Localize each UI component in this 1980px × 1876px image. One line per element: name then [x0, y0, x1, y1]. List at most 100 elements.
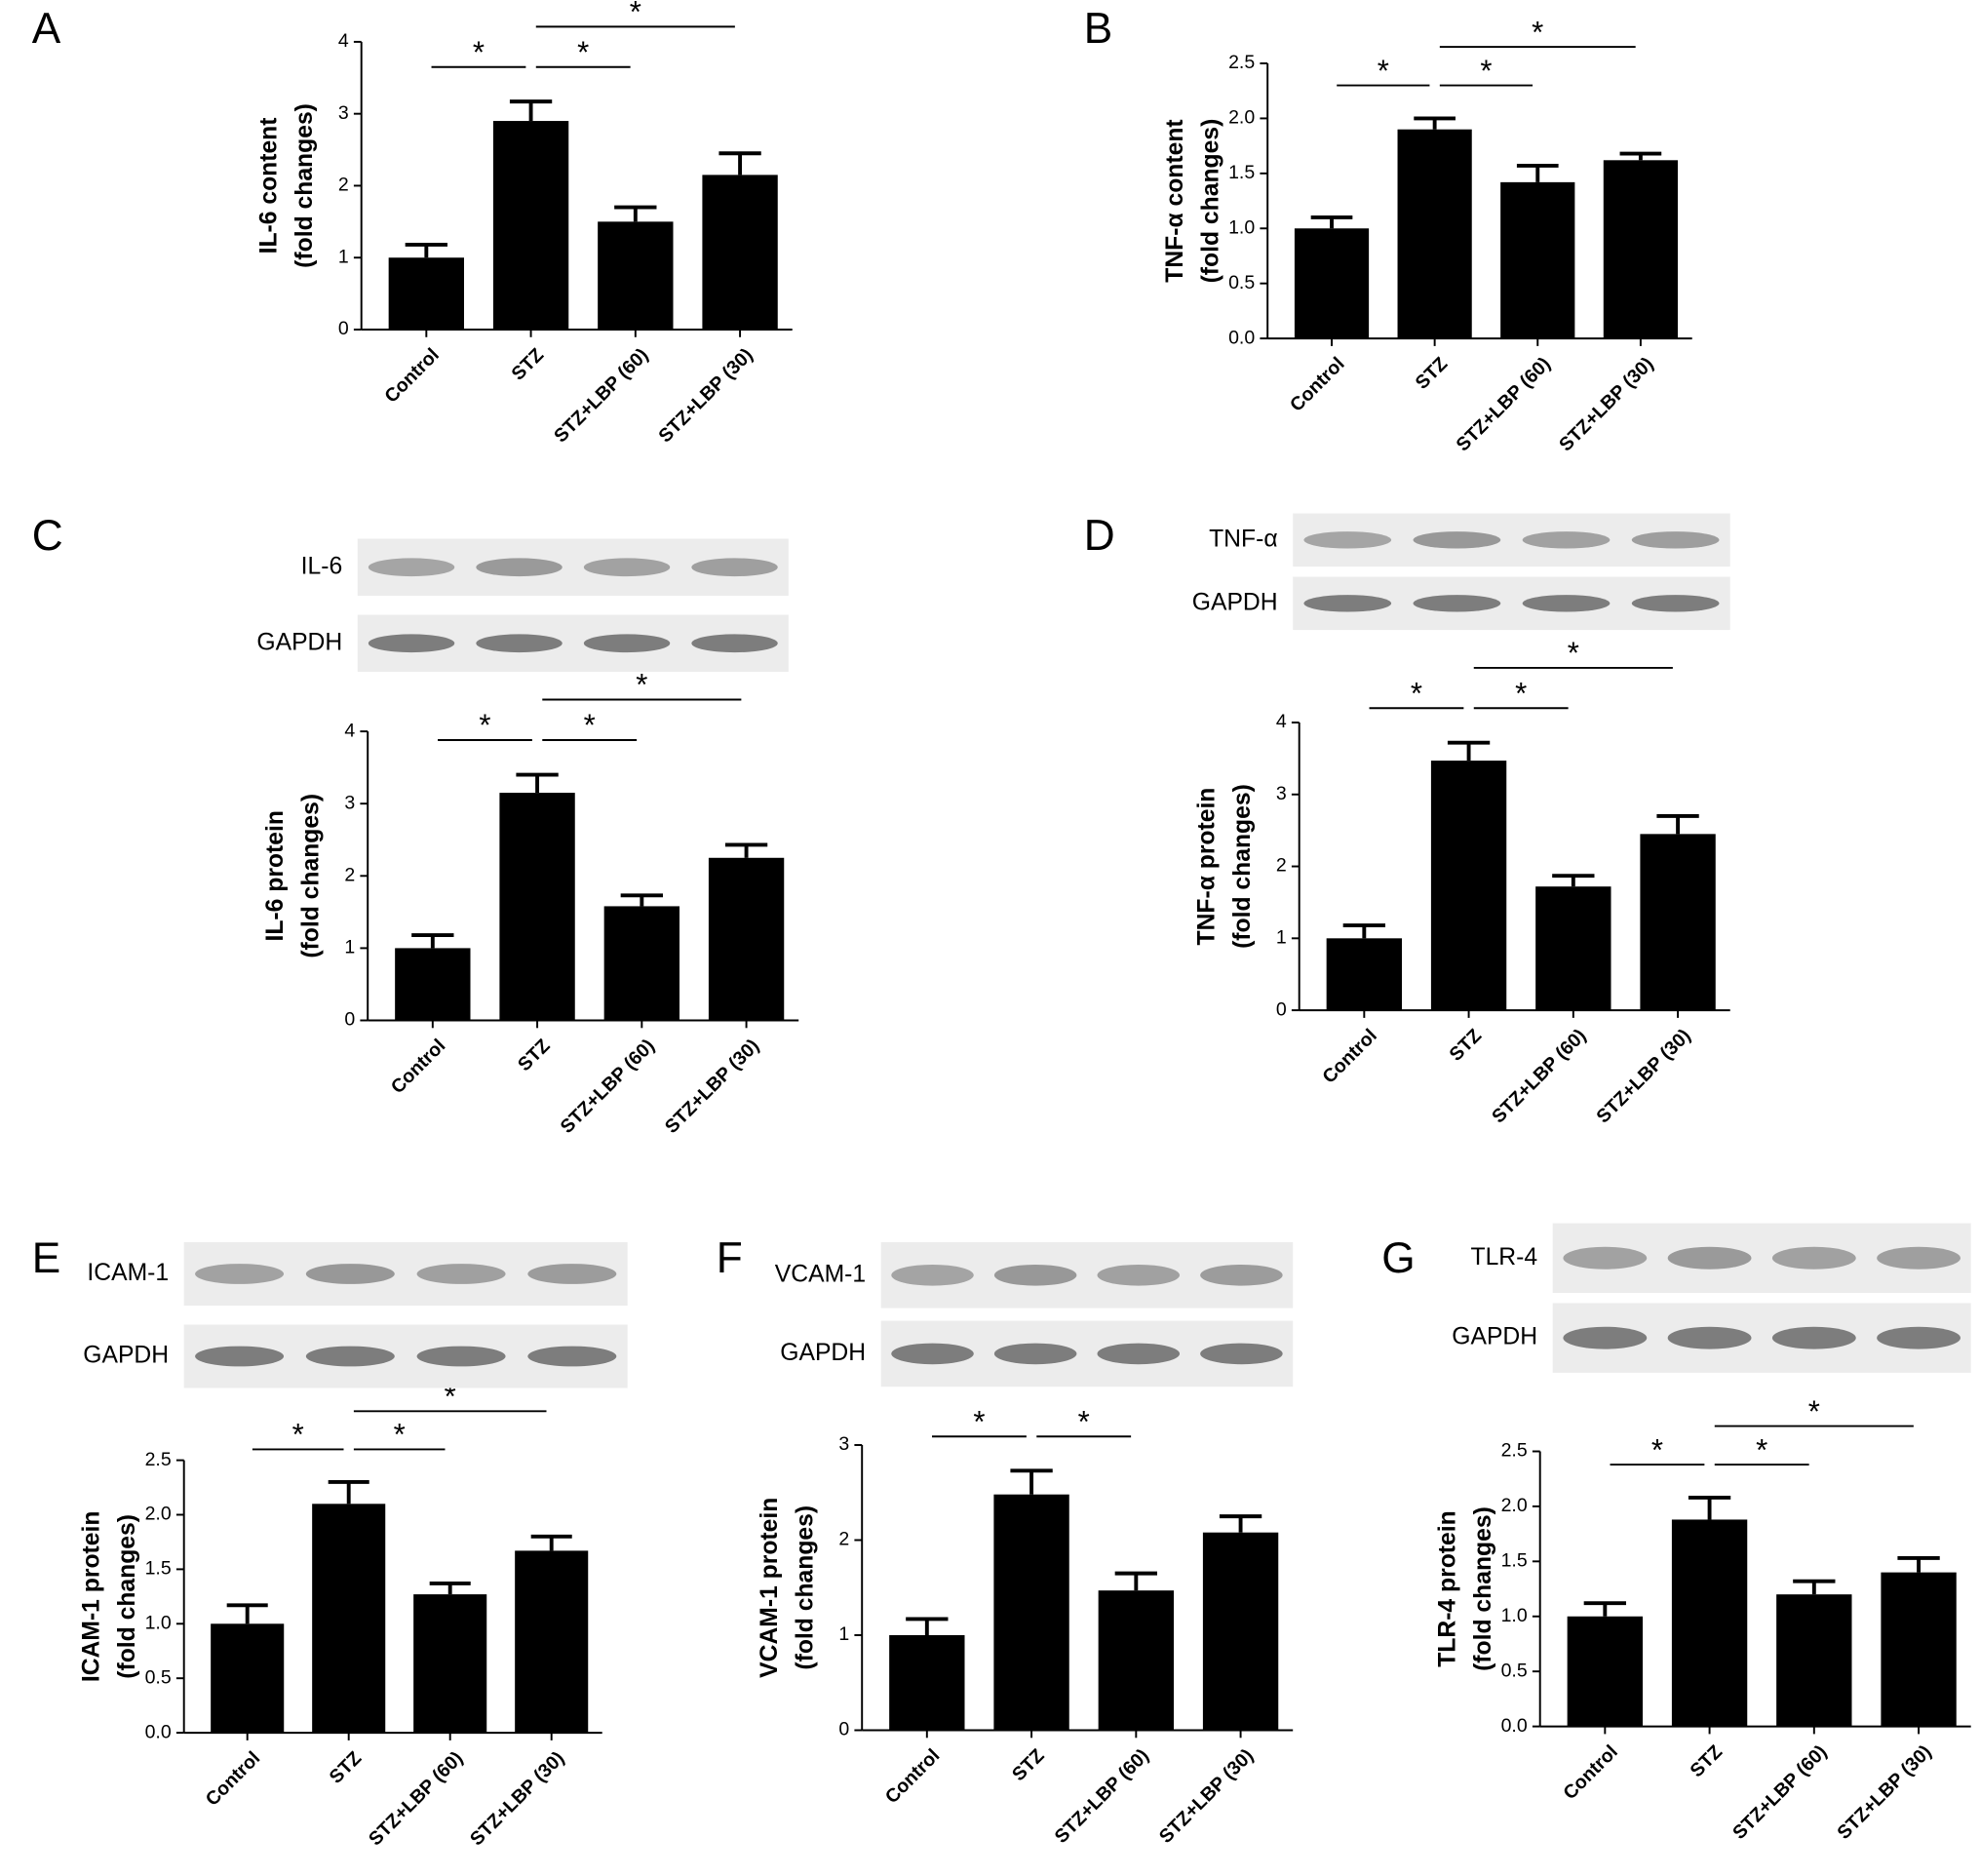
error-bar [226, 1603, 268, 1624]
panel-label: G [1381, 1234, 1415, 1282]
blot-band [416, 1264, 506, 1284]
bar [312, 1504, 386, 1734]
bar [603, 906, 679, 1021]
y-tick-label: 0.5 [145, 1666, 172, 1688]
x-tick-label: STZ+LBP (60) [550, 344, 652, 447]
blot-label: TNF-α [1209, 526, 1277, 552]
x-tick-label: STZ [1687, 1741, 1728, 1782]
y-tick-label: 1 [338, 246, 349, 267]
bar [492, 121, 569, 330]
y-tick-label: 4 [344, 720, 355, 741]
blot-band [691, 558, 778, 577]
y-tick-label: 2.5 [145, 1449, 172, 1470]
bar [1535, 886, 1611, 1011]
bar [1430, 761, 1507, 1011]
blot-band [476, 558, 563, 577]
blot-band [1563, 1246, 1648, 1270]
blot-band [527, 1346, 617, 1367]
error-bar [1688, 1495, 1731, 1520]
y-tick-label: 4 [338, 30, 349, 52]
y-tick-label: 1.0 [1501, 1605, 1528, 1626]
error-bar [906, 1617, 949, 1635]
blot-band [1522, 595, 1611, 612]
bar [413, 1594, 487, 1734]
y-tick-label: 1.5 [145, 1558, 172, 1580]
bar [1500, 181, 1575, 339]
bar [1881, 1572, 1957, 1727]
blot-band [1631, 595, 1720, 612]
x-tick-label: STZ+LBP (30) [466, 1747, 568, 1850]
y-axis-label: TLR-4 protein [1435, 1510, 1461, 1666]
blot-band [195, 1264, 285, 1284]
blot-band [1877, 1246, 1961, 1270]
blot-band [1667, 1246, 1752, 1270]
y-axis-label: (fold changes) [1470, 1506, 1496, 1671]
blot-background [357, 538, 789, 596]
y-tick-label: 2.0 [1228, 107, 1255, 129]
error-bar [530, 1534, 572, 1551]
significance-label: * [479, 708, 490, 742]
blot-band [1667, 1326, 1752, 1349]
x-tick-label: STZ+LBP (60) [1728, 1741, 1831, 1844]
blot-label: GAPDH [256, 629, 342, 655]
blot-band [1522, 531, 1611, 549]
y-tick-label: 3 [344, 792, 355, 813]
blot-label: ICAM-1 [87, 1260, 169, 1286]
y-tick-label: 2.0 [1501, 1495, 1528, 1516]
significance-label: * [1808, 1394, 1820, 1428]
significance-label: * [577, 35, 589, 69]
blot-band [305, 1264, 395, 1284]
significance-label: * [1532, 15, 1543, 49]
error-bar [1793, 1579, 1836, 1595]
significance-label: * [1411, 676, 1422, 710]
error-bar [1516, 163, 1559, 182]
significance-label: * [1568, 636, 1579, 670]
x-tick-label: STZ+LBP (30) [654, 344, 757, 447]
significance-label: * [1480, 54, 1492, 88]
blot-band [476, 634, 563, 653]
blot-band [1097, 1343, 1181, 1365]
bar [1397, 129, 1472, 339]
y-axis-label: VCAM-1 protein [757, 1498, 783, 1678]
x-tick-label: Control [1559, 1741, 1622, 1805]
error-bar [718, 151, 761, 176]
y-tick-label: 1 [1276, 926, 1287, 948]
blot-band [368, 558, 455, 577]
panel-label: B [1084, 5, 1112, 53]
y-tick-label: 1 [838, 1623, 849, 1645]
error-bar [1897, 1556, 1940, 1573]
blot-label: GAPDH [1452, 1324, 1537, 1350]
bar [211, 1623, 285, 1734]
y-tick-label: 3 [1276, 783, 1287, 804]
blot-band [1097, 1264, 1181, 1286]
x-tick-label: STZ+LBP (30) [1833, 1741, 1935, 1844]
blot-background [1293, 513, 1730, 567]
y-tick-label: 1.0 [1228, 216, 1255, 238]
significance-label: * [1515, 676, 1527, 710]
blot-band [305, 1346, 395, 1367]
significance-label: * [630, 0, 641, 29]
bar [1294, 228, 1370, 339]
x-tick-label: STZ+LBP (30) [661, 1036, 763, 1138]
significance-label: * [1756, 1432, 1767, 1466]
significance-label: * [1651, 1432, 1663, 1466]
y-axis-label: TNF-α protein [1194, 788, 1221, 946]
significance-label: * [1378, 54, 1389, 88]
blot-band [891, 1343, 974, 1365]
blot-band [1413, 531, 1501, 549]
x-tick-label: Control [387, 1036, 450, 1099]
blot-band [1303, 595, 1392, 612]
x-tick-label: STZ+LBP (60) [1488, 1025, 1590, 1127]
bar [708, 857, 785, 1021]
error-bar [1114, 1571, 1157, 1591]
blot-label: GAPDH [1192, 589, 1278, 615]
error-bar [614, 205, 657, 222]
blot-band [1877, 1326, 1961, 1349]
bar [515, 1550, 589, 1734]
error-bar [1583, 1601, 1626, 1617]
significance-label: * [394, 1418, 406, 1452]
y-tick-label: 0.5 [1228, 272, 1255, 293]
y-axis-label: IL-6 protein [262, 810, 289, 941]
blot-band [583, 558, 671, 577]
